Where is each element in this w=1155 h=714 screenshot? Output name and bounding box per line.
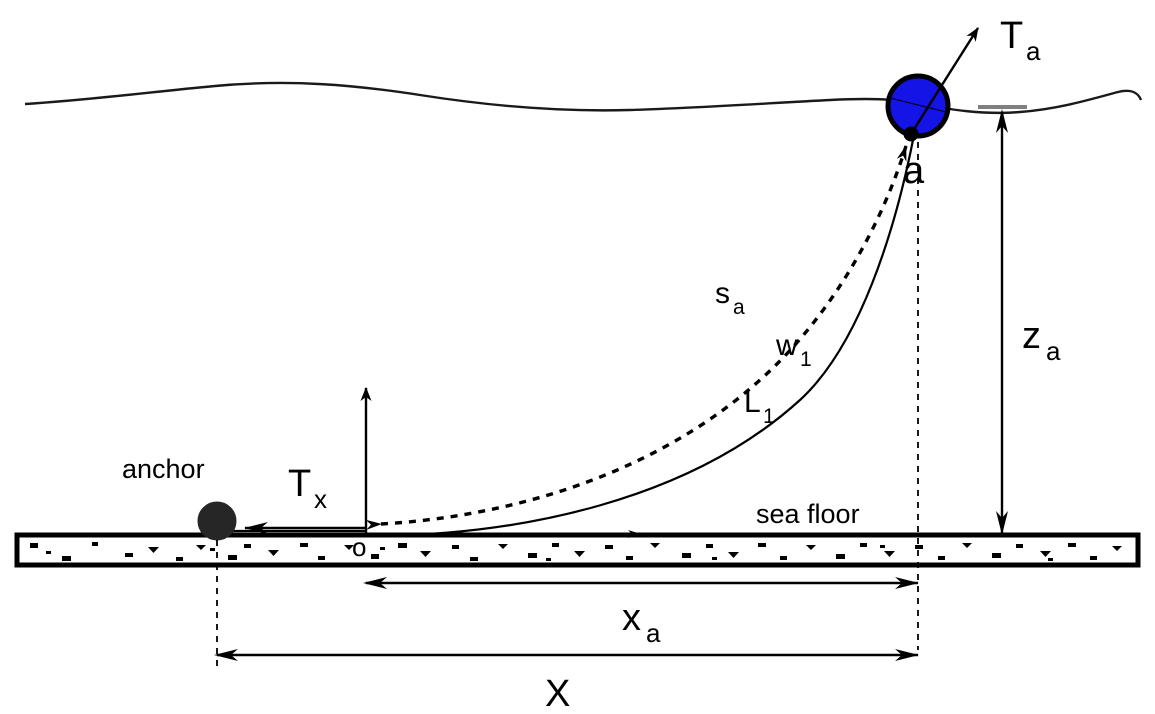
- anchor-ball-icon: [197, 501, 237, 541]
- label-attach-point: a: [903, 150, 925, 192]
- buoy-circle-icon: [885, 73, 951, 139]
- sea-floor-sediment-texture: [30, 542, 1122, 561]
- label-tension-buoy: T a: [1000, 15, 1041, 66]
- label-span-xa: x a: [622, 597, 661, 648]
- water-surface-line: [24, 81, 1143, 115]
- label-suspended-length-sub: a: [733, 296, 745, 319]
- label-tension-buoy-base: T: [1000, 15, 1023, 57]
- sea-floor-band: [14, 532, 1141, 568]
- label-tension-anchor: T x: [288, 463, 327, 514]
- label-attach-point-base: a: [903, 150, 925, 192]
- label-line-length-sub: 1: [763, 405, 775, 428]
- label-tension-buoy-sub: a: [1026, 36, 1041, 66]
- label-anchor: anchor: [122, 454, 205, 484]
- label-weight-segment: w 1: [775, 329, 812, 371]
- label-tension-anchor-base: T: [288, 463, 311, 505]
- buoy-waterline-mark: [889, 97, 947, 113]
- label-suspended-length-base: s: [715, 277, 730, 310]
- suspended-length-dashed-curve: [365, 145, 908, 530]
- label-depth-sub: a: [1046, 336, 1061, 366]
- tension-buoy-arrow: [909, 27, 980, 135]
- label-depth-base: z: [1022, 315, 1041, 357]
- label-depth: z a: [1022, 315, 1061, 366]
- label-origin-point: o: [352, 532, 366, 562]
- label-suspended-length: s a: [715, 277, 745, 319]
- label-tension-anchor-sub: x: [314, 484, 327, 514]
- label-sea-floor: sea floor: [756, 499, 860, 529]
- label-weight-segment-sub: 1: [800, 348, 812, 371]
- label-line-length: L 1: [744, 386, 775, 428]
- label-line-length-base: L: [744, 386, 761, 419]
- label-span-xa-base: x: [622, 597, 641, 639]
- label-span-xa-sub: a: [646, 618, 661, 648]
- label-weight-segment-base: w: [775, 329, 798, 362]
- label-span-X: X: [545, 673, 570, 714]
- mooring-line-solid-catenary: [365, 139, 915, 538]
